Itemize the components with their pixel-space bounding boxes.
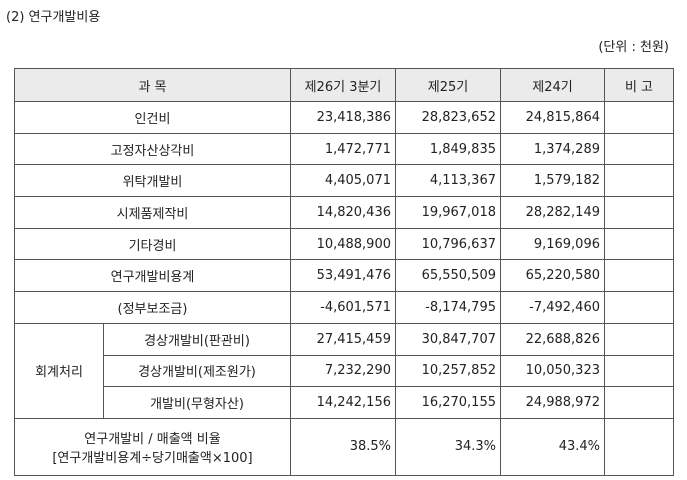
value-cell: 14,820,436 [290, 196, 396, 229]
value-cell: -7,492,460 [500, 291, 605, 324]
ratio-row: 연구개발비 / 매출액 비율 [연구개발비용계÷당기매출액×100] 38.5% 34… [14, 417, 674, 476]
table-body: 과 목 제26기 3분기 제25기 제24기 비 고 인건비 23,418,386 28,82… [14, 68, 674, 476]
section-title: (2) 연구개발비용 [6, 10, 101, 25]
value-cell: 24,815,864 [500, 101, 605, 134]
data-row: 개발비(무형자산) 14,242,156 16,270,155 24,988,972 [15, 386, 674, 419]
value-cell: 10,796,637 [395, 227, 501, 261]
group-label: 회계처리 [14, 322, 104, 419]
ratio-label: 연구개발비 / 매출액 비율 [연구개발비용계÷당기매출액×100] [14, 417, 291, 476]
row-label: 인건비 [14, 101, 291, 134]
value-cell: 65,220,580 [500, 259, 605, 293]
data-row: 연구개발비용계 53,491,476 65,550,509 65,220,580 [14, 259, 674, 293]
data-row: 기타경비 10,488,900 10,796,637 9,169,096 [14, 227, 674, 261]
value-cell: 14,242,156 [290, 386, 396, 419]
value-cell: 1,374,289 [500, 132, 605, 166]
value-cell: 28,282,149 [500, 196, 605, 229]
value-cell: 10,050,323 [500, 354, 605, 388]
data-row: 경상개발비(제조원가) 7,232,290 10,257,852 10,050,323 [15, 354, 674, 388]
remark-cell [604, 354, 674, 388]
value-cell: 23,418,386 [290, 101, 396, 134]
value-cell: 28,823,652 [395, 101, 501, 134]
value-cell: -8,174,795 [395, 291, 501, 324]
row-label: 경상개발비(판관비) [103, 322, 291, 356]
header-cell: 과 목 [14, 68, 291, 102]
value-cell: 16,270,155 [395, 386, 501, 419]
value-cell: 1,849,835 [395, 132, 501, 166]
value-cell: 9,169,096 [500, 227, 605, 261]
value-cell: 19,967,018 [395, 196, 501, 229]
header-cell: 제25기 [395, 68, 501, 102]
remark-cell [604, 417, 674, 476]
remark-cell [604, 101, 674, 134]
rd-table: 과 목 제26기 3분기 제25기 제24기 비 고 인건비 23,418,386 28,82… [14, 68, 674, 476]
row-label: 경상개발비(제조원가) [103, 354, 291, 388]
value-cell: 4,405,071 [290, 164, 396, 198]
header-cell: 제26기 3분기 [290, 68, 396, 102]
value-cell: 38.5% [290, 417, 396, 476]
data-row: 인건비 23,418,386 28,823,652 24,815,864 [14, 101, 674, 134]
value-cell: 53,491,476 [290, 259, 396, 293]
value-cell: 30,847,707 [395, 322, 501, 356]
data-row: 고정자산상각비 1,472,771 1,849,835 1,374,289 [14, 132, 674, 166]
data-row: (정부보조금) -4,601,571 -8,174,795 -7,492,460 [14, 291, 674, 324]
value-cell: 24,988,972 [500, 386, 605, 419]
remark-cell [604, 227, 674, 261]
row-label: 연구개발비용계 [14, 259, 291, 293]
remark-cell [604, 132, 674, 166]
header-cell: 비 고 [604, 68, 674, 102]
value-cell: 65,550,509 [395, 259, 501, 293]
value-cell: 22,688,826 [500, 322, 605, 356]
value-cell: 7,232,290 [290, 354, 396, 388]
row-label: 위탁개발비 [14, 164, 291, 198]
data-row: 회계처리 경상개발비(판관비) 27,415,459 30,847,707 22,688… [14, 322, 674, 419]
row-label: (정부보조금) [14, 291, 291, 324]
remark-cell [604, 291, 674, 324]
value-cell: 34.3% [395, 417, 501, 476]
value-cell: 10,488,900 [290, 227, 396, 261]
row-label: 개발비(무형자산) [103, 386, 291, 419]
value-cell: 4,113,367 [395, 164, 501, 198]
ratio-label-line: [연구개발비용계÷당기매출액×100] [52, 450, 253, 466]
row-label: 시제품제작비 [14, 196, 291, 229]
data-row: 시제품제작비 14,820,436 19,967,018 28,282,149 [14, 196, 674, 229]
value-cell: 27,415,459 [290, 322, 396, 356]
remark-cell [604, 164, 674, 198]
remark-cell [604, 259, 674, 293]
remark-cell [604, 386, 674, 419]
header-cell: 제24기 [500, 68, 605, 102]
unit-note: (단위 : 천원) [598, 40, 669, 55]
value-cell: -4,601,571 [290, 291, 396, 324]
remark-cell [604, 196, 674, 229]
value-cell: 43.4% [500, 417, 605, 476]
header-row: 과 목 제26기 3분기 제25기 제24기 비 고 [14, 68, 674, 102]
value-cell: 1,579,182 [500, 164, 605, 198]
row-label: 고정자산상각비 [14, 132, 291, 166]
ratio-label-line: 연구개발비 / 매출액 비율 [84, 431, 221, 447]
remark-cell [604, 322, 674, 356]
data-row: 위탁개발비 4,405,071 4,113,367 1,579,182 [14, 164, 674, 198]
value-cell: 1,472,771 [290, 132, 396, 166]
row-label: 기타경비 [14, 227, 291, 261]
value-cell: 10,257,852 [395, 354, 501, 388]
